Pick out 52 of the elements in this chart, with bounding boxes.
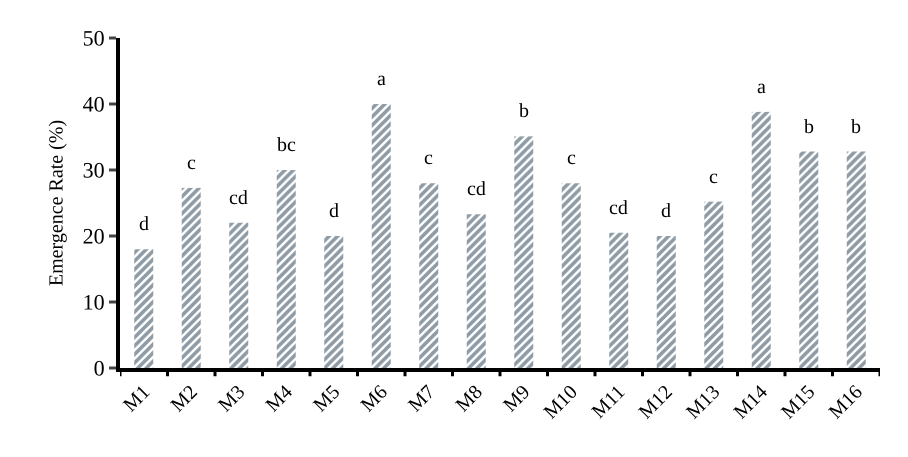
bar bbox=[134, 249, 154, 368]
x-tick-label: M7 bbox=[404, 381, 440, 416]
annotation: d bbox=[139, 213, 149, 235]
bar bbox=[466, 214, 486, 368]
annotation: b bbox=[851, 116, 861, 138]
bar bbox=[229, 222, 248, 368]
bar bbox=[419, 183, 438, 368]
annotation: b bbox=[519, 100, 529, 122]
x-tick-label: M3 bbox=[214, 381, 250, 416]
bar bbox=[752, 112, 771, 368]
annotation: a bbox=[757, 76, 766, 98]
annotation: c bbox=[187, 152, 196, 174]
annotation: c bbox=[424, 147, 433, 169]
x-tick-label: M1 bbox=[119, 381, 154, 416]
y-tick-label: 40 bbox=[82, 92, 105, 117]
annotation: b bbox=[804, 116, 814, 138]
x-tick-label: M9 bbox=[499, 381, 534, 416]
annotation: d bbox=[329, 200, 339, 222]
annotation: cd bbox=[609, 197, 628, 219]
x-tick-label: M2 bbox=[166, 381, 202, 416]
x-tick-label: M10 bbox=[540, 381, 582, 424]
annotation: a bbox=[377, 68, 386, 90]
annotation: d bbox=[661, 200, 671, 222]
bar bbox=[324, 236, 344, 368]
x-tick-label: M13 bbox=[682, 381, 724, 424]
y-tick-label: 10 bbox=[82, 290, 105, 315]
x-tick-label: M6 bbox=[356, 381, 392, 416]
bar bbox=[656, 236, 676, 368]
x-tick-label: M12 bbox=[634, 381, 677, 424]
bar bbox=[276, 170, 296, 368]
y-tick-label: 50 bbox=[82, 26, 105, 51]
annotation: c bbox=[567, 147, 576, 169]
x-tick-label: M11 bbox=[588, 381, 630, 423]
annotation: c bbox=[709, 166, 718, 188]
bar bbox=[846, 152, 866, 368]
y-tick-label: 20 bbox=[82, 224, 105, 249]
y-tick-label: 0 bbox=[94, 356, 105, 381]
bar bbox=[182, 188, 201, 368]
annotation: bc bbox=[277, 134, 296, 156]
annotation: cd bbox=[467, 178, 486, 200]
x-tick-label: M8 bbox=[452, 381, 487, 416]
bar bbox=[704, 202, 724, 368]
bar bbox=[609, 232, 628, 368]
bar bbox=[372, 104, 391, 368]
bar bbox=[799, 152, 818, 368]
x-tick-label: M4 bbox=[262, 381, 297, 416]
y-tick-label: 30 bbox=[82, 158, 105, 183]
annotation: cd bbox=[229, 187, 248, 209]
bar bbox=[562, 183, 581, 368]
y-axis-title: Emergence Rate (%) bbox=[46, 120, 68, 286]
x-tick-label: M5 bbox=[309, 381, 344, 416]
bar bbox=[514, 136, 534, 368]
